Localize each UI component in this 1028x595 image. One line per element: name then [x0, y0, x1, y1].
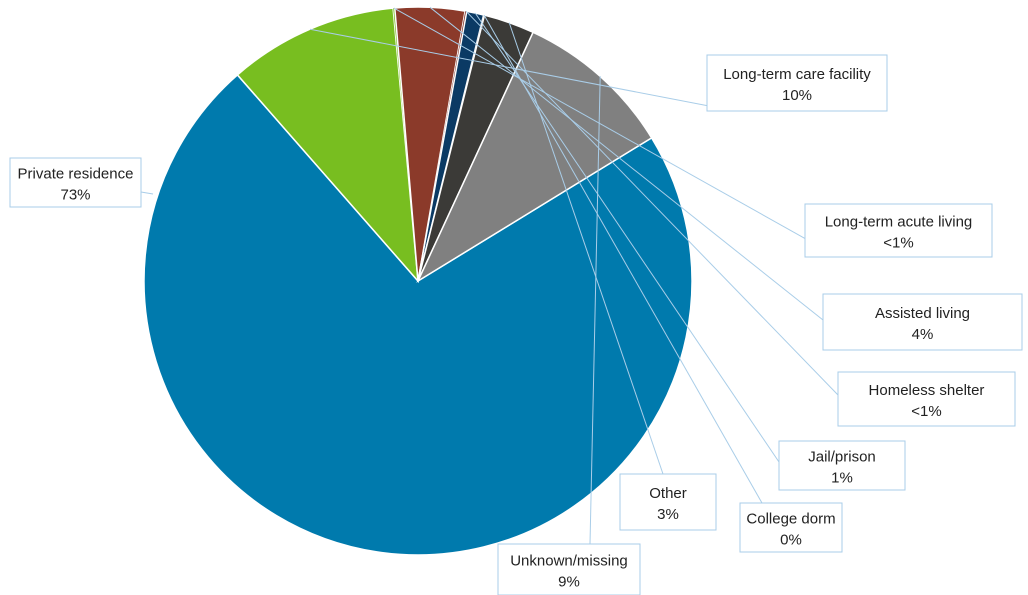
data-label-box [497, 543, 641, 595]
leader-line [589, 76, 601, 545]
leader-line [140, 191, 154, 195]
data-label-box [778, 440, 906, 491]
data-label-value: 9% [558, 574, 580, 591]
leader-lines [140, 6, 839, 545]
data-label: Long-term care facility 10% [706, 54, 888, 112]
data-label-box [706, 54, 888, 112]
data-label-category: Jail/prison [808, 449, 876, 466]
data-label: Unknown/missing 9% [497, 543, 641, 595]
data-label: Long-term acute living <1% [804, 203, 993, 258]
data-label-category: College dorm [746, 511, 835, 528]
data-label-value: 10% [782, 87, 812, 104]
data-label-box [837, 371, 1016, 427]
data-label-value: <1% [911, 403, 941, 420]
data-label: Assisted living 4% [822, 293, 1023, 351]
data-label-category: Homeless shelter [869, 382, 985, 399]
data-label-category: Assisted living [875, 305, 970, 322]
pie-slices [143, 6, 693, 556]
data-label: Homeless shelter <1% [837, 371, 1016, 427]
leader-line [429, 6, 824, 321]
leader-line [483, 14, 763, 504]
data-label: Private residence 73% [9, 157, 142, 208]
data-label-box [9, 157, 142, 208]
leader-line [465, 10, 839, 396]
data-labels: Private residence 73% Long-term care facil… [9, 54, 1023, 595]
data-label-box [822, 293, 1023, 351]
data-label-category: Unknown/missing [510, 553, 628, 570]
data-label-box [804, 203, 993, 258]
data-label-category: Other [649, 485, 687, 502]
data-label-box [619, 473, 717, 531]
data-label-value: 4% [912, 326, 934, 343]
data-label-value: 1% [831, 470, 853, 487]
pie-slice-private-residence [143, 73, 693, 556]
leader-line [508, 22, 664, 475]
data-label-value: 0% [780, 532, 802, 549]
data-label-category: Long-term acute living [825, 214, 973, 231]
data-label-category: Private residence [18, 166, 134, 183]
data-label-box [739, 502, 843, 553]
data-label-category: Long-term care facility [723, 66, 871, 83]
data-label-value: 3% [657, 506, 679, 523]
data-label-value: <1% [883, 235, 913, 252]
data-label: Jail/prison 1% [778, 440, 906, 491]
data-label: Other 3% [619, 473, 717, 531]
leader-line [393, 7, 839, 258]
data-label: College dorm 0% [739, 502, 843, 553]
data-label-value: 73% [60, 187, 90, 204]
